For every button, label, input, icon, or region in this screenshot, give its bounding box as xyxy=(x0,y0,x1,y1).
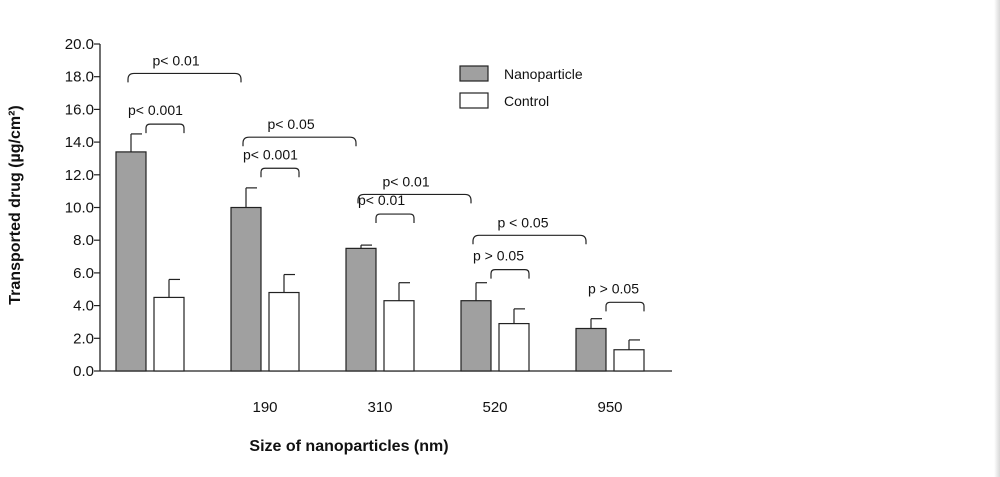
x-tick-label: 190 xyxy=(252,399,277,416)
bar-control-1 xyxy=(268,291,300,372)
significance-bracket xyxy=(490,269,530,279)
error-bars xyxy=(130,133,640,350)
p-value-label: p > 0.05 xyxy=(588,280,639,296)
p-value-label: p < 0.05 xyxy=(498,214,549,230)
y-tick-label: 0.0 xyxy=(73,363,94,380)
p-value-label: p > 0.05 xyxy=(473,248,524,264)
significance-bracket xyxy=(375,213,415,224)
p-value-label: p< 0.01 xyxy=(153,52,200,68)
y-tick-label: 20.0 xyxy=(65,36,94,53)
y-tick-label: 4.0 xyxy=(73,298,94,315)
bar-nanoparticle-0 xyxy=(115,151,147,372)
y-tick-label: 18.0 xyxy=(65,69,94,86)
p-value-label: p< 0.001 xyxy=(128,102,183,118)
y-tick-label: 16.0 xyxy=(65,101,94,118)
x-axis: 190 310 520 950 xyxy=(100,370,672,416)
significance-bracket xyxy=(605,301,645,312)
y-tick-label: 8.0 xyxy=(73,232,94,249)
legend-swatch-nanoparticle xyxy=(459,65,489,82)
significance-bracket xyxy=(127,72,242,83)
bar-nanoparticle-4 xyxy=(575,327,607,372)
y-tick-label: 12.0 xyxy=(65,167,94,184)
legend-label-control: Control xyxy=(504,93,549,109)
bar-nanoparticle-2 xyxy=(345,247,377,372)
bar-control-3 xyxy=(498,322,530,372)
y-tick-label: 10.0 xyxy=(65,200,94,217)
bar-control-2 xyxy=(383,300,415,372)
p-value-label: p< 0.01 xyxy=(358,192,405,208)
significance-annotations: p< 0.01 p< 0.001 p< 0.05 p< 0.001 p< 0.01 p< … xyxy=(127,52,645,312)
x-tick-label: 950 xyxy=(597,399,622,416)
x-axis-title: Size of nanoparticles (nm) xyxy=(249,438,448,455)
significance-bracket xyxy=(357,193,472,204)
y-tick-label: 14.0 xyxy=(65,134,94,151)
significance-bracket xyxy=(242,136,357,147)
x-tick-label: 310 xyxy=(367,399,392,416)
bars xyxy=(115,151,645,372)
p-value-label: p< 0.01 xyxy=(383,173,430,189)
p-value-label: p< 0.05 xyxy=(268,116,315,132)
y-axis-title: Transported drug (µg/cm²) xyxy=(7,105,24,304)
bar-nanoparticle-3 xyxy=(460,300,492,372)
y-axis: 0.0 2.0 4.0 6.0 8.0 10.0 12.0 14.0 16.0 18.0 20.0 xyxy=(65,36,101,380)
y-tick-label: 6.0 xyxy=(73,265,94,282)
bar-control-4 xyxy=(613,349,645,372)
p-value-label: p< 0.001 xyxy=(243,146,298,162)
significance-bracket xyxy=(472,234,587,245)
legend-label-nanoparticle: Nanoparticle xyxy=(504,66,583,82)
significance-bracket xyxy=(145,123,185,134)
legend: Nanoparticle Control xyxy=(459,65,583,109)
legend-swatch-control xyxy=(459,92,489,109)
significance-bracket xyxy=(260,167,300,178)
bar-nanoparticle-1 xyxy=(230,206,262,372)
frame-edge xyxy=(994,0,1000,477)
bar-control-0 xyxy=(153,296,185,372)
x-tick-label: 520 xyxy=(482,399,507,416)
y-tick-label: 2.0 xyxy=(73,330,94,347)
